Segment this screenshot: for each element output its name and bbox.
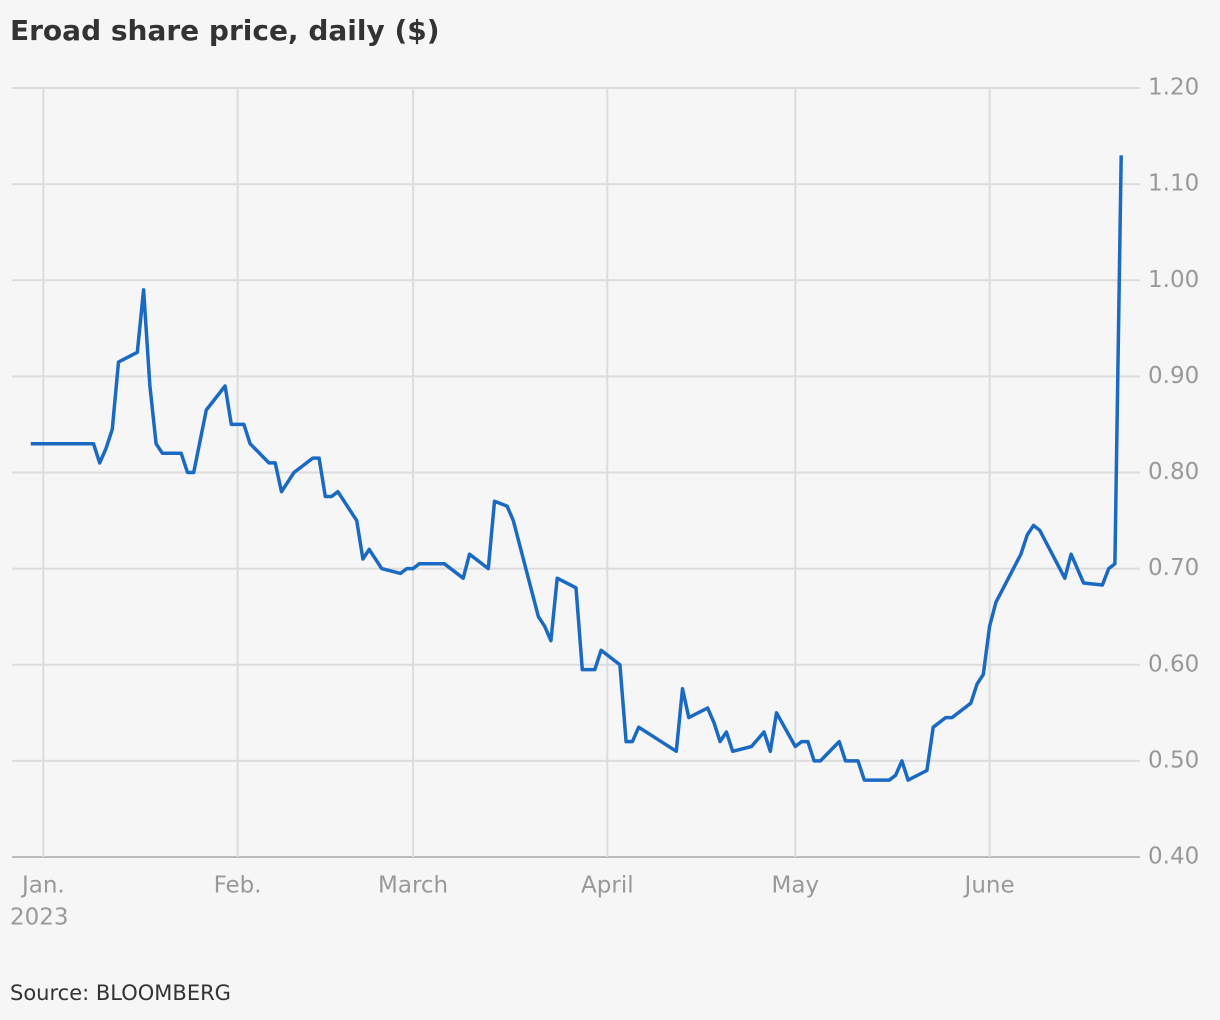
price-line xyxy=(30,155,1123,782)
chart-title: Eroad share price, daily ($) xyxy=(10,14,440,47)
y-tick-label: 0.80 xyxy=(1148,459,1199,485)
x-tick-label: Feb. xyxy=(214,873,262,899)
x-tick-label: June xyxy=(963,873,1015,899)
y-tick-label: 0.70 xyxy=(1148,555,1199,581)
year-label: 2023 xyxy=(10,905,69,931)
y-tick-label: 0.40 xyxy=(1148,844,1199,870)
x-tick-label: March xyxy=(378,873,448,899)
x-tick-label: April xyxy=(581,873,634,899)
y-tick-label: 0.60 xyxy=(1148,651,1199,677)
y-tick-label: 1.20 xyxy=(1148,75,1199,101)
y-tick-label: 0.90 xyxy=(1148,363,1199,389)
y-tick-label: 1.00 xyxy=(1148,267,1199,293)
y-tick-label: 1.10 xyxy=(1148,171,1199,197)
x-tick-label: Jan. xyxy=(20,873,65,899)
source: Source: BLOOMBERG xyxy=(10,981,231,1005)
x-tick-label: May xyxy=(772,873,820,899)
y-tick-label: 0.50 xyxy=(1148,747,1199,773)
